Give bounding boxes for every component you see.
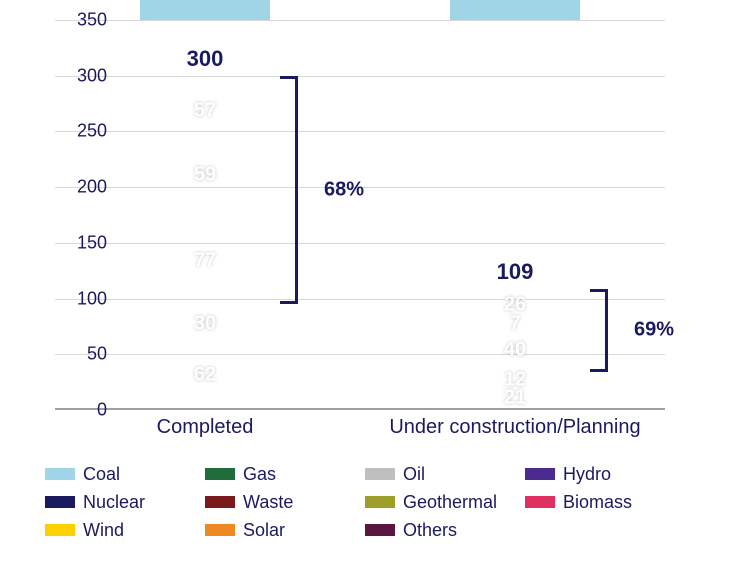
bracket-label: 69% bbox=[634, 319, 674, 342]
legend-swatch bbox=[205, 496, 235, 508]
x-tick-label: Under construction/Planning bbox=[375, 416, 655, 439]
legend-item-coal: Coal bbox=[45, 460, 205, 488]
segment-value-label: 7 bbox=[450, 312, 580, 335]
legend-label: Geothermal bbox=[403, 492, 497, 513]
legend-swatch bbox=[365, 496, 395, 508]
legend-label: Biomass bbox=[563, 492, 632, 513]
legend-item-hydro: Hydro bbox=[525, 460, 685, 488]
gridline bbox=[55, 243, 665, 244]
legend-item-waste: Waste bbox=[205, 488, 365, 516]
legend-item-wind: Wind bbox=[45, 516, 205, 544]
segment-value-label: 21 bbox=[450, 387, 580, 410]
gridline bbox=[55, 20, 665, 21]
legend-swatch bbox=[205, 468, 235, 480]
legend-item-geothermal: Geothermal bbox=[365, 488, 525, 516]
legend-item-gas: Gas bbox=[205, 460, 365, 488]
segment-value-label: 62 bbox=[140, 364, 270, 387]
bar-segment-coal bbox=[140, 0, 270, 20]
legend-item-nuclear: Nuclear bbox=[45, 488, 205, 516]
y-tick-label: 100 bbox=[67, 288, 107, 309]
legend-label: Others bbox=[403, 520, 457, 541]
segment-value-label: 77 bbox=[140, 250, 270, 273]
gridline bbox=[55, 131, 665, 132]
bar-segment-coal bbox=[450, 0, 580, 20]
plot-area: 623077595730068%21124072610969% bbox=[55, 20, 665, 410]
legend-swatch bbox=[45, 496, 75, 508]
legend-label: Waste bbox=[243, 492, 293, 513]
gridline bbox=[55, 354, 665, 355]
legend-swatch bbox=[45, 468, 75, 480]
legend-label: Nuclear bbox=[83, 492, 145, 513]
legend-label: Gas bbox=[243, 464, 276, 485]
legend-label: Solar bbox=[243, 520, 285, 541]
chart-container: 623077595730068%21124072610969% 05010015… bbox=[55, 20, 725, 430]
legend-swatch bbox=[525, 496, 555, 508]
y-tick-label: 150 bbox=[67, 232, 107, 253]
legend-swatch bbox=[365, 524, 395, 536]
segment-value-label: 40 bbox=[450, 338, 580, 361]
legend-swatch bbox=[365, 468, 395, 480]
segment-value-label: 12 bbox=[450, 368, 580, 391]
bracket-label: 68% bbox=[324, 178, 364, 201]
legend-item-others: Others bbox=[365, 516, 525, 544]
y-tick-label: 350 bbox=[67, 10, 107, 31]
segment-value-label: 26 bbox=[450, 294, 580, 317]
segment-value-label: 30 bbox=[140, 313, 270, 336]
segment-value-label: 57 bbox=[140, 99, 270, 122]
legend-item-oil: Oil bbox=[365, 460, 525, 488]
legend-swatch bbox=[45, 524, 75, 536]
bar-total-label: 109 bbox=[450, 259, 580, 285]
x-tick-label: Completed bbox=[65, 416, 345, 439]
legend-item-solar: Solar bbox=[205, 516, 365, 544]
legend-label: Hydro bbox=[563, 464, 611, 485]
legend-label: Oil bbox=[403, 464, 425, 485]
bar-total-label: 300 bbox=[140, 46, 270, 72]
legend-label: Coal bbox=[83, 464, 120, 485]
legend-label: Wind bbox=[83, 520, 124, 541]
bracket bbox=[280, 76, 298, 304]
legend-swatch bbox=[205, 524, 235, 536]
legend-swatch bbox=[525, 468, 555, 480]
legend-item-biomass: Biomass bbox=[525, 488, 685, 516]
y-tick-label: 300 bbox=[67, 65, 107, 86]
gridline bbox=[55, 76, 665, 77]
legend: Coal Gas Oil Hydro Nuclear Waste Geothermal Bio… bbox=[45, 460, 725, 544]
y-tick-label: 250 bbox=[67, 121, 107, 142]
bracket bbox=[590, 289, 608, 373]
y-tick-label: 200 bbox=[67, 177, 107, 198]
y-tick-label: 50 bbox=[67, 344, 107, 365]
segment-value-label: 59 bbox=[140, 164, 270, 187]
gridline bbox=[55, 299, 665, 300]
